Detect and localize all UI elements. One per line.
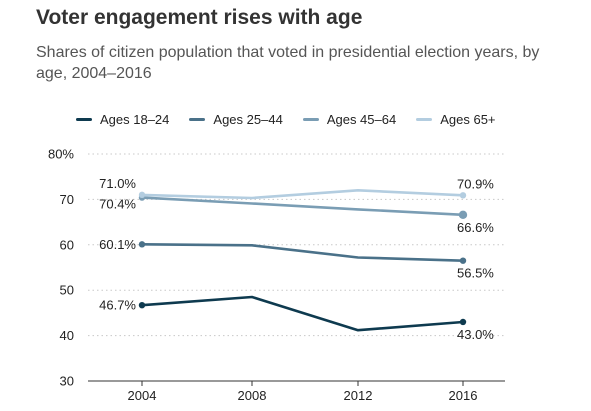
data-point: [459, 318, 467, 326]
legend-swatch: [189, 118, 206, 121]
y-tick-label: 60: [60, 237, 74, 252]
legend-label: Ages 25–44: [213, 112, 283, 127]
y-tick-label: 70: [60, 192, 74, 207]
legend-label: Ages 65+: [440, 112, 496, 127]
x-tick-label: 2004: [128, 388, 157, 403]
data-point: [459, 257, 467, 264]
data-label: 56.5%: [457, 266, 494, 281]
data-point: [138, 301, 146, 309]
legend-item-ages-45-64: Ages 45–64: [302, 112, 397, 127]
legend-swatch: [76, 118, 92, 121]
series-line: [140, 196, 465, 217]
y-tick-label: 30: [60, 374, 74, 389]
y-tick-label: 50: [60, 283, 74, 298]
data-point: [459, 192, 467, 199]
data-point: [458, 210, 468, 220]
data-point: [138, 191, 146, 199]
x-tick-label: 2012: [344, 388, 373, 403]
legend-label: Ages 45–64: [326, 112, 397, 127]
legend-item-ages-25-44: Ages 25–44: [189, 112, 283, 127]
legend-item-ages-18-24: Ages 18–24: [76, 112, 169, 127]
y-tick-label: 40: [60, 328, 74, 343]
chart-legend: Ages 18–24 Ages 25–44 Ages 45–64 Ages 65…: [76, 112, 496, 127]
legend-label: Ages 18–24: [100, 112, 170, 127]
data-label: 46.7%: [99, 298, 136, 313]
chart-subtitle: Shares of citizen population that voted …: [36, 44, 540, 82]
series-line: [140, 295, 465, 332]
x-tick-label: 2016: [449, 388, 478, 403]
y-tick-label: 80%: [48, 147, 74, 162]
series-line: [140, 243, 465, 263]
legend-swatch: [302, 118, 319, 121]
data-label: 71.0%: [99, 176, 136, 191]
legend-swatch: [416, 118, 433, 121]
data-point: [138, 241, 146, 248]
series-line: [140, 189, 465, 200]
x-tick-label: 2008: [238, 388, 267, 403]
data-label: 70.9%: [457, 176, 494, 191]
data-label: 70.4%: [99, 197, 136, 212]
chart-title: Voter engagement rises with age: [36, 6, 363, 29]
data-label: 60.1%: [99, 237, 136, 252]
data-label: 43.0%: [457, 327, 494, 342]
data-label: 66.6%: [457, 220, 494, 235]
legend-item-ages-65-plus: Ages 65+: [416, 112, 496, 127]
